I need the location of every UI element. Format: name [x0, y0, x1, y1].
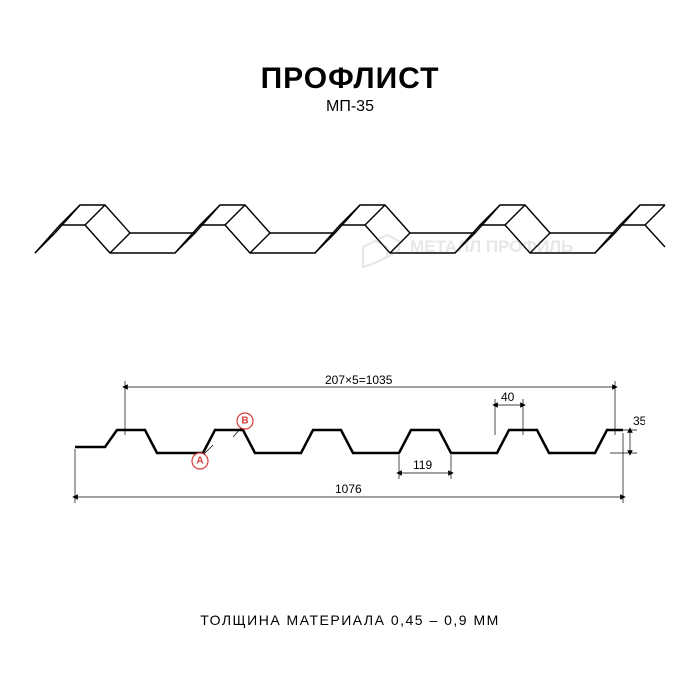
- dim-valley: 119: [413, 458, 432, 472]
- section-view: 207×5=1035 40 35 119 1076 A B: [55, 375, 645, 515]
- iso-profile: [35, 205, 665, 253]
- marker-b: B: [233, 413, 253, 437]
- dim-overall: 1076: [335, 482, 362, 496]
- section-profile: [75, 430, 623, 453]
- svg-text:B: B: [241, 416, 248, 427]
- dim-height: 35: [633, 414, 645, 428]
- svg-text:A: A: [196, 456, 203, 467]
- isometric-view: [30, 175, 670, 295]
- product-title: ПРОФЛИСТ: [0, 62, 700, 96]
- dim-pitch-formula: 207×5=1035: [325, 375, 393, 387]
- thickness-note: ТОЛЩИНА МАТЕРИАЛА 0,45 – 0,9 ММ: [0, 612, 700, 628]
- dim-top-flat: 40: [501, 390, 515, 404]
- title-block: ПРОФЛИСТ МП-35: [0, 62, 700, 116]
- product-model: МП-35: [0, 98, 700, 116]
- marker-a: A: [192, 445, 213, 469]
